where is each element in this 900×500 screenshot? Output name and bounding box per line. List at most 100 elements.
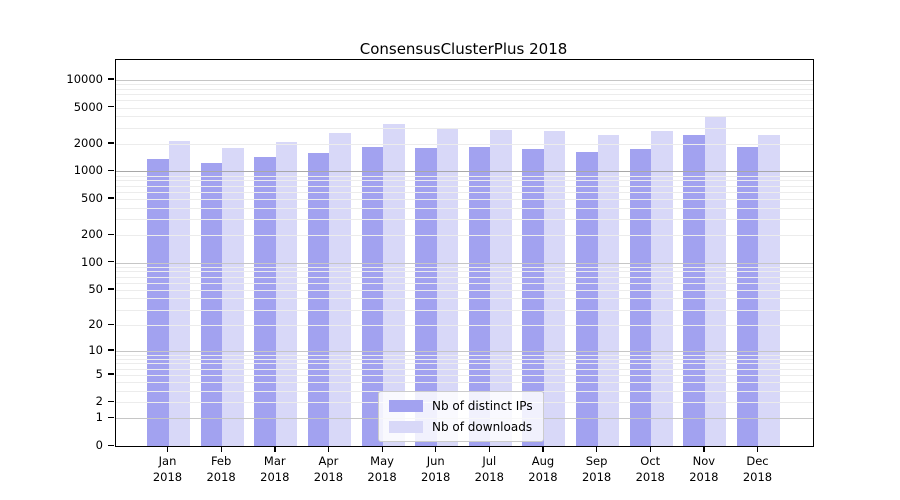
y-tick-mark — [108, 233, 114, 236]
x-tick-label: May 2018 — [350, 453, 414, 485]
x-tick-month: Jul — [482, 454, 497, 468]
gridline-major — [116, 79, 813, 81]
bar-distinct-ips-aug — [522, 149, 544, 446]
y-tick-mark — [108, 288, 114, 290]
gridline-minor — [116, 94, 813, 96]
legend-item: Nb of downloads — [389, 420, 533, 434]
x-tick-year: 2018 — [635, 470, 665, 484]
y-tick-mark — [108, 78, 114, 80]
x-tick-label: Dec 2018 — [725, 453, 789, 485]
x-tick-mark — [274, 446, 276, 452]
plot-area: Nb of distinct IPs Nb of downloads — [115, 59, 814, 447]
y-tick-label: 2000 — [73, 135, 103, 150]
x-tick-month: Aug — [531, 454, 555, 468]
gridline-minor — [116, 100, 813, 102]
x-tick-month: May — [370, 454, 394, 468]
gridline-minor — [116, 185, 813, 187]
x-tick-label: Feb 2018 — [189, 453, 253, 485]
gridline-minor — [116, 298, 813, 300]
x-tick-mark — [542, 446, 544, 452]
legend-label: Nb of distinct IPs — [432, 399, 533, 413]
gridline-minor — [116, 116, 813, 118]
bar-downloads-feb — [222, 148, 244, 446]
x-tick-label: Oct 2018 — [618, 453, 682, 485]
bar-distinct-ips-jul — [468, 147, 491, 446]
gridline-minor — [116, 107, 813, 109]
y-tick-label: 2 — [95, 394, 103, 409]
bar-distinct-ips-dec — [736, 147, 759, 446]
y-tick-mark — [108, 261, 114, 263]
legend: Nb of distinct IPs Nb of downloads — [378, 391, 544, 442]
gridline-minor — [116, 368, 813, 370]
bar-downloads-oct — [651, 130, 673, 446]
gridline-minor — [116, 289, 813, 291]
x-tick-month: Oct — [640, 454, 661, 468]
y-tick-label: 500 — [81, 190, 103, 205]
gridline-minor — [116, 84, 813, 86]
x-tick-label: Jul 2018 — [457, 453, 521, 485]
chart-title: ConsensusClusterPlus 2018 — [359, 40, 568, 58]
gridline-minor — [116, 271, 813, 273]
x-tick-label: Jan 2018 — [136, 453, 200, 485]
y-tick-label: 10 — [88, 342, 103, 357]
gridline-minor — [116, 191, 813, 193]
x-tick-month: Mar — [263, 454, 286, 468]
gridline-minor — [116, 358, 813, 360]
x-tick-mark — [327, 446, 330, 452]
gridline-minor — [116, 309, 813, 311]
bar-downloads-jul — [490, 129, 512, 446]
gridline-major — [116, 262, 813, 264]
y-tick-label: 10000 — [66, 71, 103, 86]
x-tick-year: 2018 — [260, 470, 290, 484]
y-tick-mark — [108, 444, 114, 446]
y-tick-mark — [108, 106, 114, 108]
x-tick-label: Nov 2018 — [672, 453, 736, 485]
gridline-minor — [116, 325, 813, 327]
y-tick-mark — [108, 197, 114, 199]
bar-distinct-ips-jun — [415, 148, 437, 446]
x-tick-mark — [703, 446, 705, 452]
gridline-minor — [116, 354, 813, 356]
y-tick-mark — [108, 142, 114, 144]
y-tick-label: 5 — [95, 366, 103, 381]
x-tick-month: Jan — [158, 454, 177, 468]
y-tick-label: 0 — [95, 438, 103, 452]
legend-swatch-downloads — [389, 421, 423, 433]
x-tick-mark — [381, 446, 383, 452]
x-tick-label: Aug 2018 — [511, 453, 575, 485]
x-tick-mark — [435, 446, 437, 452]
bar-downloads-mar — [275, 142, 298, 446]
y-tick-label: 5000 — [73, 99, 103, 114]
legend-item: Nb of distinct IPs — [389, 399, 533, 413]
bar-distinct-ips-jan — [147, 158, 169, 446]
x-tick-label: Apr 2018 — [296, 453, 360, 485]
x-tick-mark — [649, 446, 652, 452]
x-tick-mark — [596, 446, 598, 452]
x-tick-month: Sep — [585, 454, 608, 468]
x-tick-year: 2018 — [528, 470, 558, 484]
x-tick-label: Sep 2018 — [565, 453, 629, 485]
gridline-minor — [116, 175, 813, 177]
gridline-minor — [116, 235, 813, 237]
x-tick-mark — [756, 446, 759, 452]
bar-downloads-apr — [329, 132, 351, 446]
grid-layer — [116, 60, 813, 446]
gridline-major — [116, 350, 813, 352]
x-tick-year: 2018 — [206, 470, 236, 484]
y-tick-mark — [108, 400, 114, 403]
gridline-minor — [116, 207, 813, 209]
x-tick-month: Feb — [210, 454, 232, 468]
x-tick-mark — [488, 446, 491, 452]
gridline-minor — [116, 276, 813, 278]
y-tick-label: 200 — [81, 227, 103, 242]
y-tick-label: 20 — [88, 317, 103, 332]
y-tick-label: 1000 — [73, 163, 103, 178]
x-tick-mark — [167, 446, 169, 452]
y-tick-mark — [108, 323, 114, 325]
gridline-minor — [116, 219, 813, 221]
x-tick-year: 2018 — [367, 470, 397, 484]
gridline-minor — [116, 282, 813, 284]
bar-downloads-jan — [168, 141, 190, 446]
x-tick-year: 2018 — [152, 470, 183, 484]
gridline-minor — [116, 88, 813, 90]
